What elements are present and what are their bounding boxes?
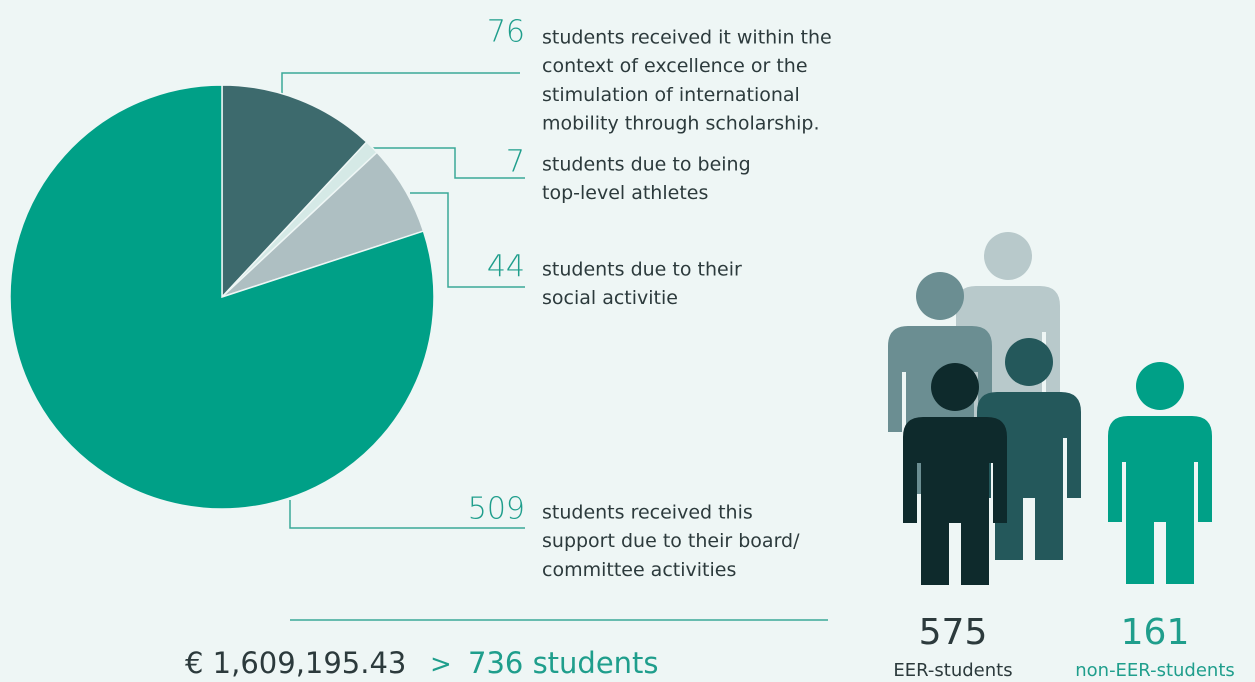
slice-description: support due to their board/ <box>542 530 800 552</box>
group-label: non-EER-students <box>1075 660 1235 681</box>
slice-description: students due to being <box>542 154 751 176</box>
separator: > <box>430 650 452 680</box>
person-icon <box>1108 362 1212 584</box>
slice-value: 509 <box>468 492 525 527</box>
slice-description: students due to their <box>542 259 742 281</box>
slice-description: context of excellence or the <box>542 55 808 77</box>
slice-description: committee activities <box>542 559 736 581</box>
pie-slice <box>221 84 368 299</box>
slice-value: 76 <box>487 15 525 50</box>
group-label: EER-students <box>893 660 1012 681</box>
total-amount: € 1,609,195.43 <box>185 646 406 680</box>
slice-description: students received this <box>542 502 753 524</box>
slice-description: mobility through scholarship. <box>542 113 820 135</box>
leader-lines <box>281 72 828 621</box>
slice-description: stimulation of international <box>542 84 800 106</box>
leader-line <box>410 192 525 288</box>
group-value: 161 <box>1121 612 1190 653</box>
leader-line <box>372 147 525 179</box>
slice-value: 44 <box>487 250 525 285</box>
slice-description: social activitie <box>542 287 678 309</box>
pie-slice <box>9 84 435 510</box>
slice-description: students received it within the <box>542 27 832 49</box>
group-value: 575 <box>919 612 988 653</box>
total-students: 736 students <box>468 646 659 680</box>
people-icons <box>888 232 1212 585</box>
leader-line <box>289 500 525 529</box>
slice-description: top-level athletes <box>542 182 708 204</box>
slice-value: 7 <box>506 145 525 180</box>
